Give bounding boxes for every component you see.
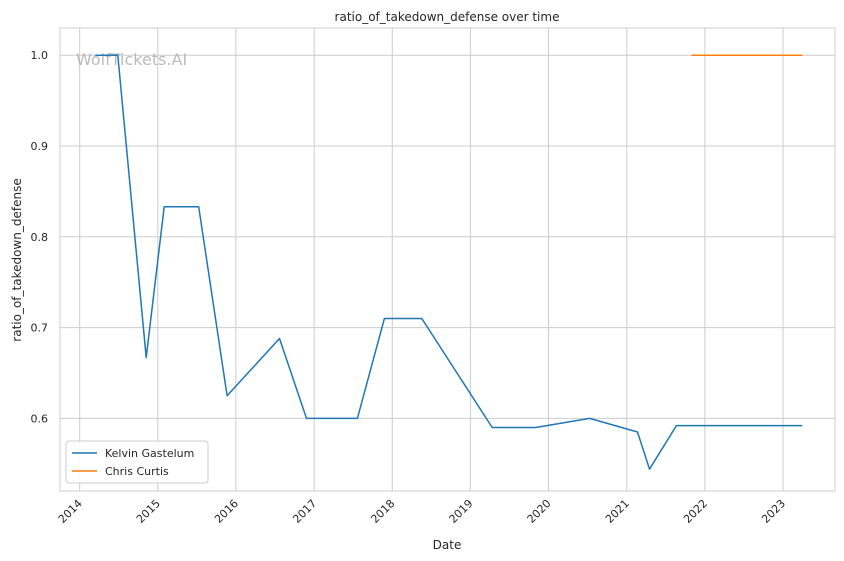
- plot-frame: [59, 27, 836, 492]
- chart-title: ratio_of_takedown_defense over time: [335, 10, 560, 24]
- series-line-kelvin-gastelum: [95, 54, 803, 470]
- y-axis-title: ratio_of_takedown_defense: [10, 178, 24, 341]
- watermark: WolfTickets.AI: [76, 50, 187, 69]
- x-axis-title: Date: [433, 538, 462, 552]
- grid: [60, 28, 835, 491]
- series: [95, 54, 803, 470]
- legend-box: [65, 440, 209, 484]
- legend-label-kelvin-gastelum: Kelvin Gastelum: [105, 447, 194, 460]
- y-tick-label: 0.8: [31, 231, 49, 244]
- legend-label-chris-curtis: Chris Curtis: [105, 465, 169, 478]
- legend: Kelvin Gastelum Chris Curtis: [65, 440, 209, 484]
- y-tick-label: 1.0: [31, 49, 49, 62]
- y-tick-label: 0.7: [31, 322, 49, 335]
- y-tick-label: 0.6: [31, 412, 49, 425]
- y-axis-ticks: 0.6 0.7 0.8 0.9 1.0: [31, 49, 49, 425]
- y-tick-label: 0.9: [31, 140, 49, 153]
